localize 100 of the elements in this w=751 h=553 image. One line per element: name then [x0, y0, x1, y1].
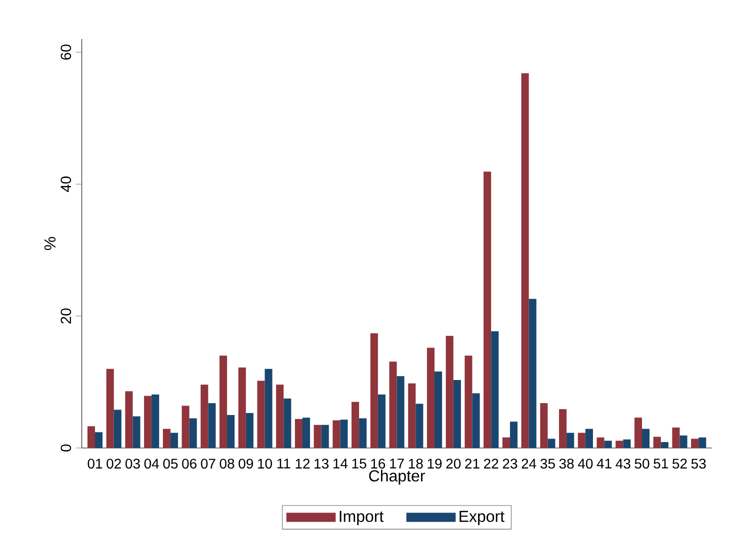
legend-label: Import	[340, 510, 384, 526]
bar	[566, 432, 574, 448]
bar	[359, 418, 367, 448]
x-tick-label: 23	[502, 458, 518, 469]
bar	[660, 442, 668, 448]
x-tick-label: 22	[484, 458, 498, 468]
bar	[453, 380, 461, 448]
x-tick-label: 03	[125, 458, 140, 469]
bar	[340, 420, 348, 448]
x-tick-label: 52	[672, 458, 687, 469]
bar	[246, 413, 254, 448]
bar	[396, 376, 404, 448]
bar	[408, 383, 416, 448]
bar	[616, 440, 624, 448]
bar	[434, 371, 442, 448]
bar	[389, 362, 397, 448]
x-tick-label: 18	[408, 458, 423, 469]
y-axis-title: %	[44, 236, 56, 250]
bar	[132, 416, 140, 448]
bar	[446, 336, 454, 448]
x-axis-title: Chapter	[369, 470, 425, 485]
bar	[208, 403, 216, 448]
bar	[491, 331, 499, 448]
bar	[416, 404, 424, 448]
bar	[370, 333, 378, 448]
bar	[653, 436, 661, 448]
bar	[548, 438, 556, 448]
x-tick-label: 07	[200, 458, 216, 469]
x-tick-label: 17	[390, 458, 404, 468]
y-tick-label: 0	[60, 444, 72, 452]
x-tick-label: 09	[238, 458, 254, 469]
x-tick-label: 51	[654, 458, 668, 468]
bar	[219, 356, 228, 448]
bar	[152, 394, 160, 448]
x-tick-label: 40	[578, 458, 593, 469]
x-tick-label: 38	[559, 458, 574, 469]
x-tick-label: 20	[446, 458, 461, 469]
bar	[314, 424, 322, 448]
x-tick-label: 12	[296, 458, 310, 468]
x-tick-label: 50	[634, 458, 650, 469]
bar	[189, 418, 197, 448]
x-tick-label: 43	[616, 458, 630, 469]
bar	[284, 398, 292, 448]
x-tick-label: 08	[220, 458, 234, 469]
x-tick-label: 35	[540, 458, 555, 469]
bar	[332, 420, 340, 448]
bar	[642, 428, 650, 448]
bar	[634, 418, 642, 448]
x-tick-label: 16	[371, 458, 386, 469]
x-tick-label: 06	[182, 458, 196, 469]
y-tick-label: 20	[60, 308, 72, 324]
bar	[623, 439, 631, 448]
x-tick-label: 13	[314, 458, 329, 469]
bar	[521, 73, 529, 448]
bar	[170, 432, 178, 448]
x-tick-label: 04	[144, 458, 159, 469]
bar	[106, 368, 114, 448]
bar	[264, 368, 272, 448]
x-tick-label: 41	[596, 458, 612, 468]
bar	[257, 380, 265, 448]
bar	[578, 432, 586, 448]
x-tick-label: 05	[163, 458, 178, 469]
bar	[596, 437, 604, 448]
bar	[182, 406, 190, 448]
bar	[510, 422, 518, 448]
bar	[426, 348, 435, 448]
bar	[484, 172, 492, 448]
bar	[95, 432, 103, 448]
bar	[528, 298, 536, 448]
bar	[200, 384, 208, 448]
bar	[125, 391, 133, 448]
x-tick-label: 01	[88, 458, 102, 469]
x-tick-label: 11	[277, 458, 290, 468]
y-tick-label: 60	[60, 44, 72, 60]
bar	[302, 418, 310, 448]
bar	[502, 437, 510, 448]
x-tick-label: 14	[333, 458, 348, 468]
bar	[238, 368, 246, 448]
x-tick-label: 19	[428, 458, 442, 469]
bar	[227, 415, 235, 448]
bar	[680, 435, 688, 448]
bar	[162, 428, 170, 448]
bar	[321, 424, 329, 448]
legend-label: Export	[460, 510, 504, 526]
x-tick-label: 02	[106, 458, 121, 469]
bar	[691, 438, 699, 448]
bar	[540, 403, 548, 448]
bar	[144, 396, 152, 448]
bar	[559, 409, 567, 448]
x-tick-label: 10	[258, 458, 272, 469]
bar	[698, 437, 706, 448]
bar	[114, 410, 122, 448]
x-tick-label: 21	[465, 458, 480, 468]
bar	[378, 394, 386, 448]
bar	[464, 356, 472, 448]
y-tick-label: 40	[60, 176, 72, 192]
bar	[472, 393, 480, 448]
bar	[604, 440, 612, 448]
bar	[672, 428, 680, 448]
bar	[276, 384, 284, 448]
